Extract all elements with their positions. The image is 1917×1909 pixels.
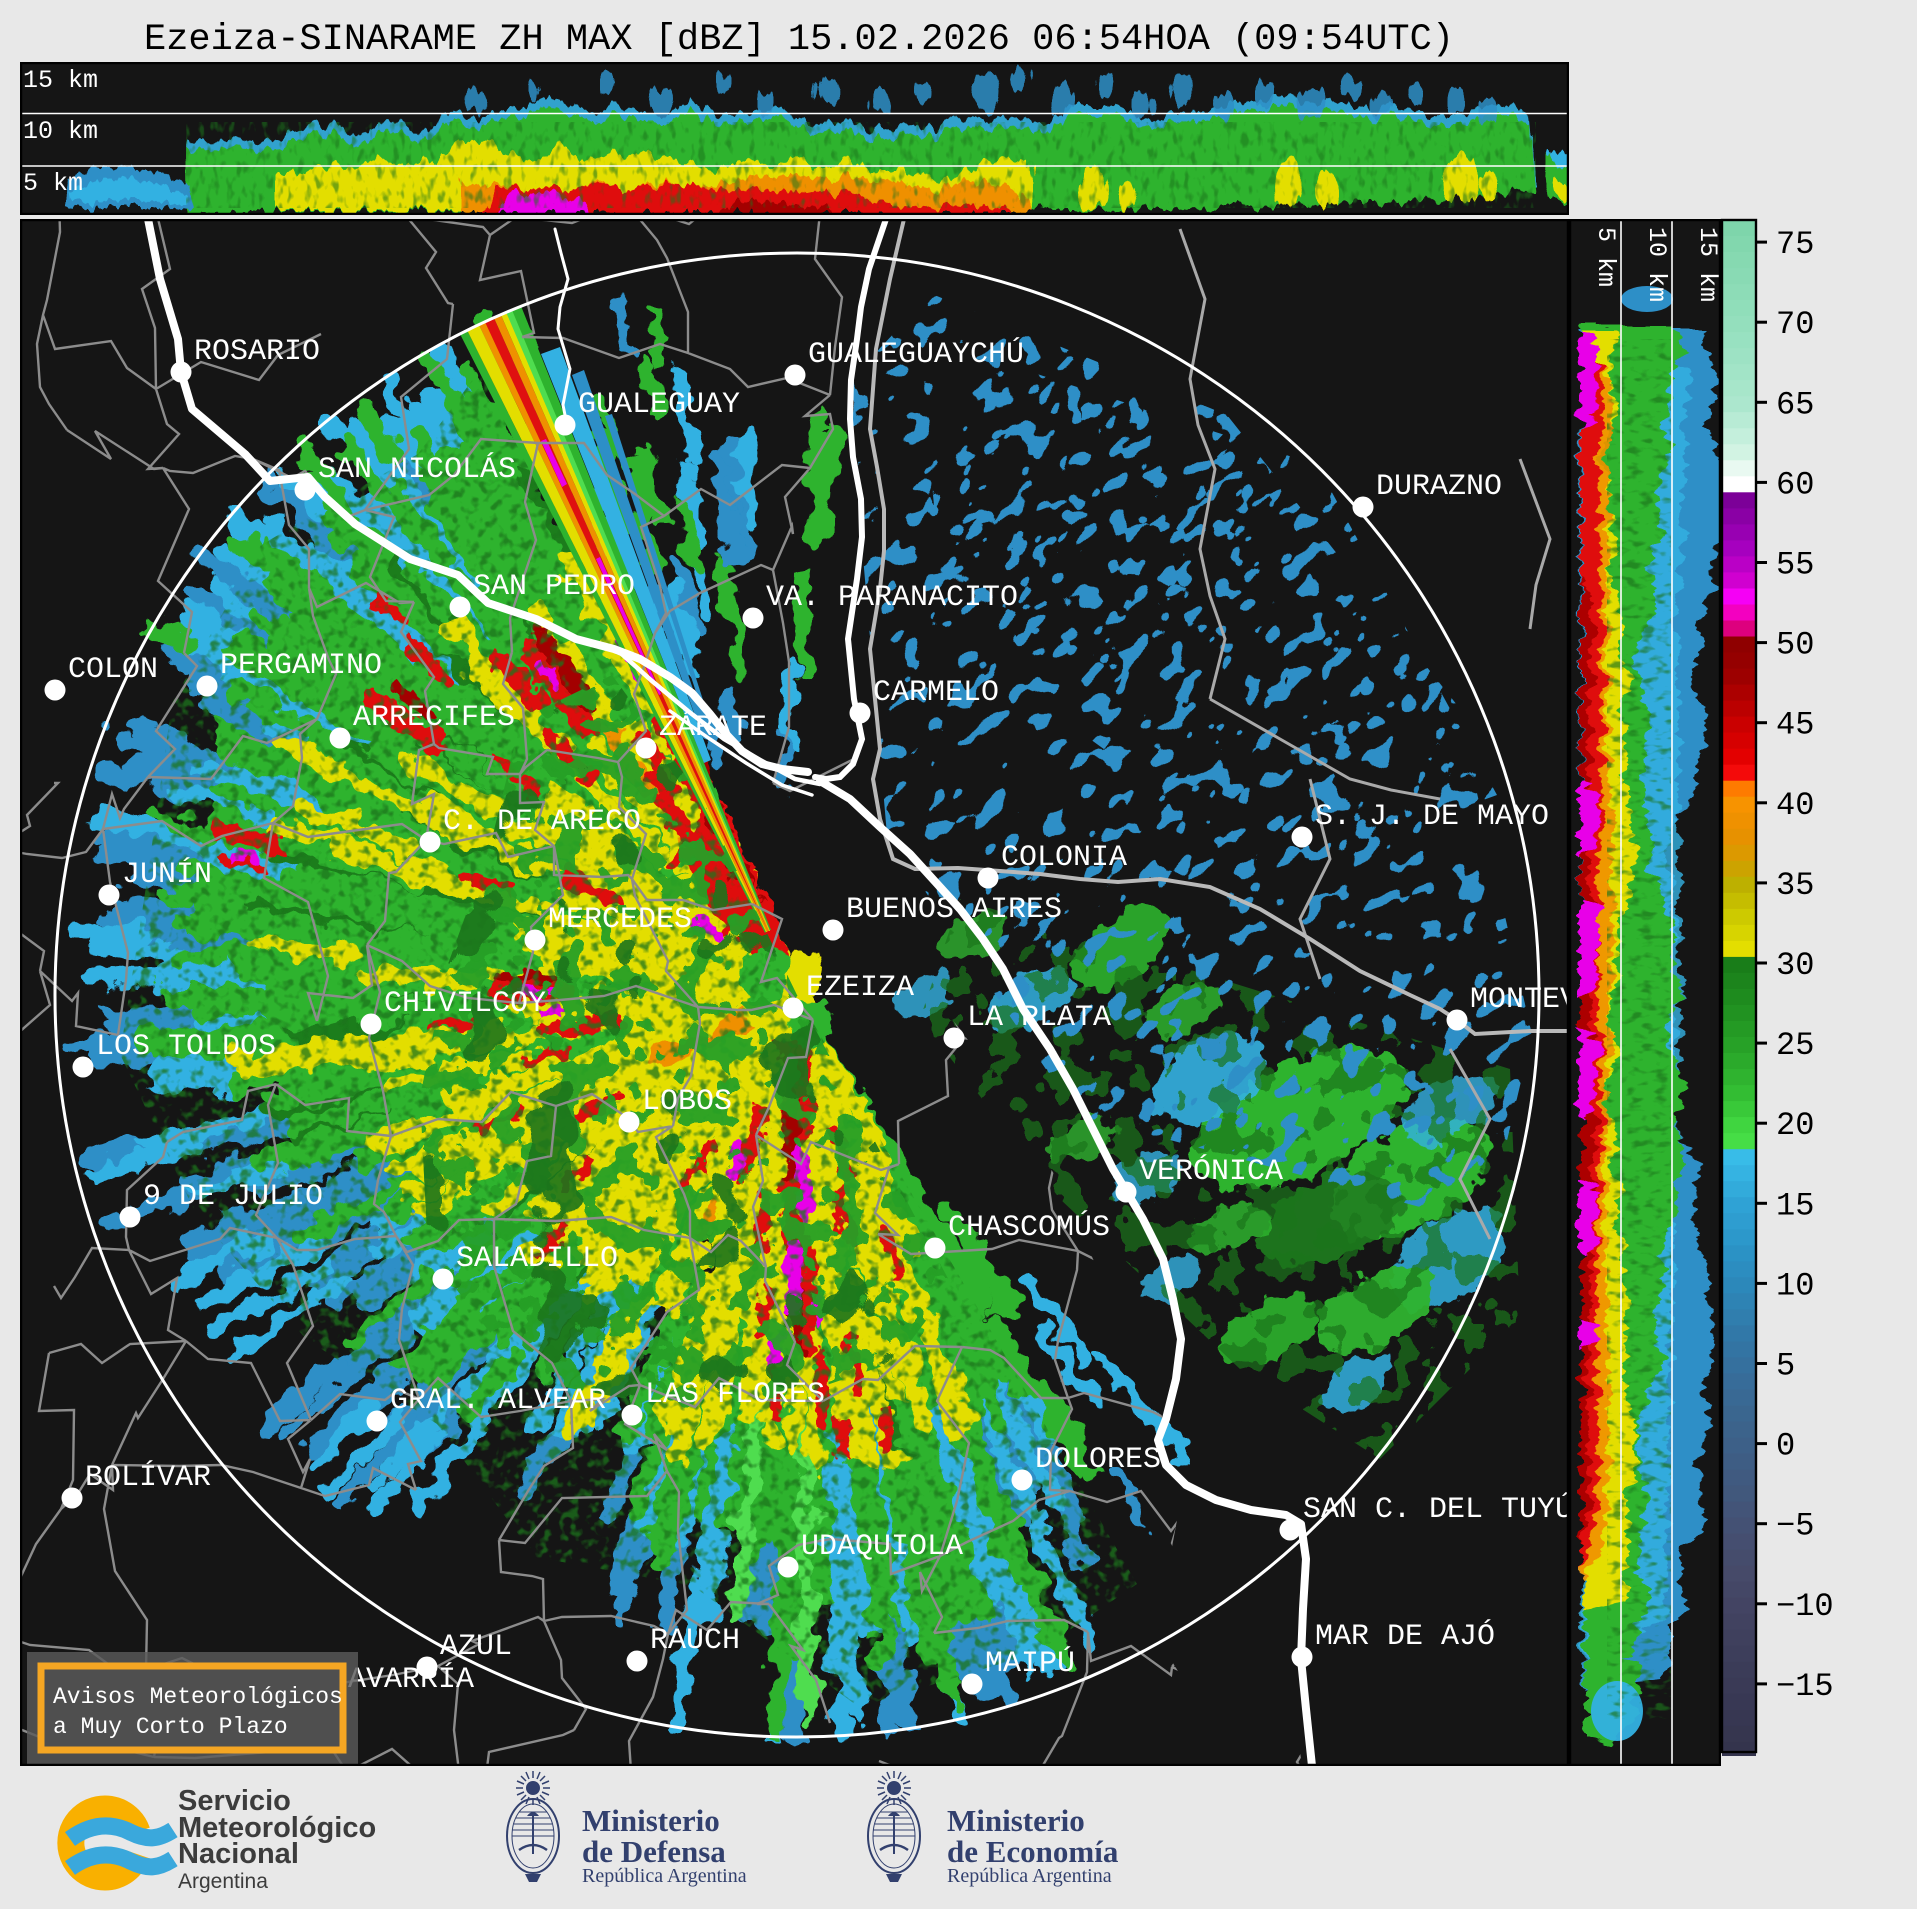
svg-text:LA PLATA: LA PLATA xyxy=(967,1001,1111,1035)
svg-text:ROSARIO: ROSARIO xyxy=(194,335,320,369)
svg-text:GRAL. ALVEAR: GRAL. ALVEAR xyxy=(390,1384,606,1418)
svg-text:de Defensa: de Defensa xyxy=(582,1834,726,1869)
svg-text:10 km: 10 km xyxy=(1642,227,1671,302)
svg-text:CARMELO: CARMELO xyxy=(873,676,999,710)
svg-text:C. DE ARECO: C. DE ARECO xyxy=(443,805,641,839)
svg-text:5 km: 5 km xyxy=(1591,227,1620,287)
svg-text:Argentina: Argentina xyxy=(178,1870,268,1893)
svg-text:Servicio: Servicio xyxy=(178,1785,291,1817)
svg-text:LOBOS: LOBOS xyxy=(642,1085,732,1119)
svg-text:45: 45 xyxy=(1776,707,1814,744)
svg-text:40: 40 xyxy=(1776,787,1814,824)
svg-text:JUNÍN: JUNÍN xyxy=(122,857,212,892)
svg-text:15: 15 xyxy=(1776,1187,1814,1224)
svg-text:GUALEGUAYCHÚ: GUALEGUAYCHÚ xyxy=(808,337,1024,372)
svg-text:BOLÍVAR: BOLÍVAR xyxy=(85,1460,211,1495)
svg-text:30: 30 xyxy=(1776,947,1814,984)
svg-text:de Economía: de Economía xyxy=(947,1834,1119,1869)
svg-text:15 km: 15 km xyxy=(23,66,98,95)
svg-text:PERGAMINO: PERGAMINO xyxy=(220,649,382,683)
svg-text:50: 50 xyxy=(1776,627,1814,664)
svg-text:AZUL: AZUL xyxy=(440,1630,512,1664)
svg-text:5: 5 xyxy=(1776,1348,1795,1385)
svg-text:MAR DE AJÓ: MAR DE AJÓ xyxy=(1315,1619,1495,1654)
svg-text:SALADILLO: SALADILLO xyxy=(456,1242,618,1276)
svg-text:SAN C. DEL TUYÚ: SAN C. DEL TUYÚ xyxy=(1303,1492,1569,1527)
svg-text:−15: −15 xyxy=(1776,1668,1834,1705)
svg-text:60: 60 xyxy=(1776,466,1814,503)
svg-text:70: 70 xyxy=(1776,306,1814,343)
svg-text:Meteorológico: Meteorológico xyxy=(178,1812,376,1844)
svg-text:DURAZNO: DURAZNO xyxy=(1376,470,1502,504)
svg-text:República Argentina: República Argentina xyxy=(582,1865,747,1887)
svg-text:BUENOS AIRES: BUENOS AIRES xyxy=(846,893,1062,927)
svg-text:COLON: COLON xyxy=(68,653,158,687)
svg-text:65: 65 xyxy=(1776,386,1814,423)
svg-text:SAN PEDRO: SAN PEDRO xyxy=(473,570,635,604)
svg-text:CHIVILCOY: CHIVILCOY xyxy=(384,987,546,1021)
svg-text:35: 35 xyxy=(1776,867,1814,904)
svg-text:−10: −10 xyxy=(1776,1588,1834,1625)
svg-text:DOLORES: DOLORES xyxy=(1035,1443,1161,1477)
svg-text:55: 55 xyxy=(1776,547,1814,584)
svg-text:República Argentina: República Argentina xyxy=(947,1865,1112,1887)
svg-text:GUALEGUAY: GUALEGUAY xyxy=(578,388,740,422)
svg-text:RAUCH: RAUCH xyxy=(650,1624,740,1658)
svg-text:UDAQUIOLA: UDAQUIOLA xyxy=(801,1530,963,1564)
svg-text:0: 0 xyxy=(1776,1428,1795,1465)
svg-text:SAN NICOLÁS: SAN NICOLÁS xyxy=(318,452,516,487)
svg-text:25: 25 xyxy=(1776,1027,1814,1064)
svg-text:VERÓNICA: VERÓNICA xyxy=(1139,1154,1283,1189)
svg-text:Ministerio: Ministerio xyxy=(947,1803,1085,1838)
svg-text:COLONIA: COLONIA xyxy=(1001,841,1127,875)
svg-text:MAIPÚ: MAIPÚ xyxy=(985,1646,1075,1681)
svg-text:Avisos Meteorológicos: Avisos Meteorológicos xyxy=(53,1684,343,1710)
svg-text:Nacional: Nacional xyxy=(178,1838,299,1870)
svg-text:LAS FLORES: LAS FLORES xyxy=(645,1378,825,1412)
svg-text:ARRECIFES: ARRECIFES xyxy=(353,701,515,735)
svg-text:MONTEVIDEO: MONTEVIDEO xyxy=(1470,983,1569,1017)
svg-text:ZÁRATE: ZÁRATE xyxy=(659,710,767,745)
svg-text:5 km: 5 km xyxy=(23,169,83,198)
svg-text:MERCEDES: MERCEDES xyxy=(548,903,692,937)
svg-text:10: 10 xyxy=(1776,1267,1814,1304)
svg-text:20: 20 xyxy=(1776,1107,1814,1144)
svg-text:LOS TOLDOS: LOS TOLDOS xyxy=(96,1030,276,1064)
svg-text:S. J. DE MAYO: S. J. DE MAYO xyxy=(1315,800,1549,834)
svg-text:CHASCOMÚS: CHASCOMÚS xyxy=(948,1210,1110,1245)
svg-text:10 km: 10 km xyxy=(23,117,98,146)
svg-text:75: 75 xyxy=(1776,226,1814,263)
svg-text:EZEIZA: EZEIZA xyxy=(806,971,914,1005)
svg-text:9 DE JULIO: 9 DE JULIO xyxy=(143,1180,323,1214)
svg-text:a Muy Corto Plazo: a Muy Corto Plazo xyxy=(53,1714,288,1740)
svg-text:VA. PARANACITO: VA. PARANACITO xyxy=(766,581,1018,615)
svg-text:15 km: 15 km xyxy=(1693,227,1721,302)
svg-text:−5: −5 xyxy=(1776,1508,1814,1545)
svg-text:Ministerio: Ministerio xyxy=(582,1803,720,1838)
